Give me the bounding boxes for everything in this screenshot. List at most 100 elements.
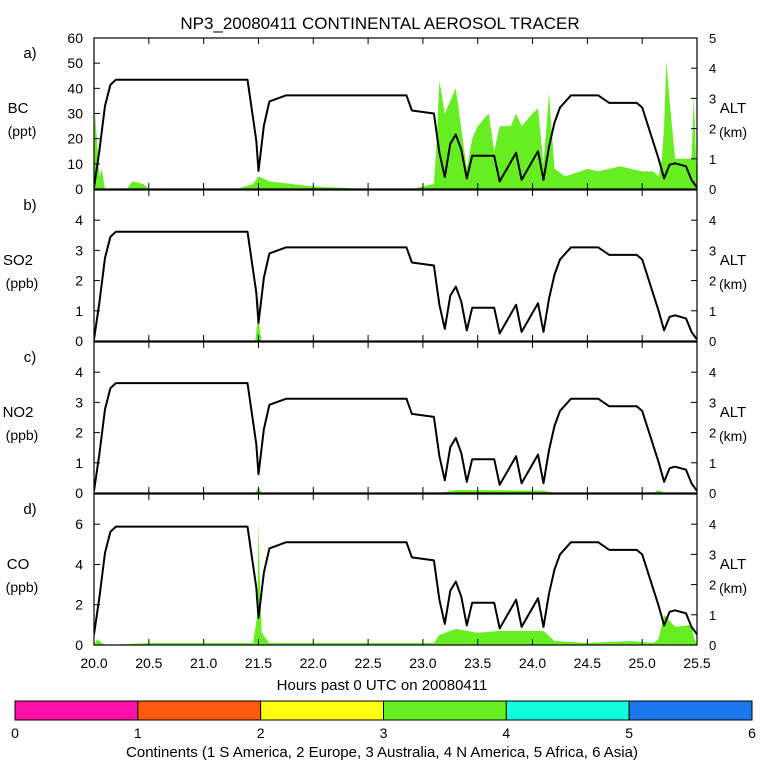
x-tick-label: 20.5 [135, 655, 162, 671]
colorbar-tick-label: 1 [134, 725, 142, 741]
panel-so2: 0 1 2 3 4 0 1 2 3 4 b) SO2 (ppb) ALT (km) [3, 189, 747, 349]
species-label: NO2 [3, 404, 34, 421]
left-tick-label: 2 [75, 597, 83, 613]
right-tick-label: 3 [709, 395, 716, 410]
altitude-line [94, 78, 697, 189]
colorbar-segment [260, 700, 384, 721]
x-tick-label: 25.0 [629, 655, 656, 671]
right-tick-label: 1 [709, 152, 716, 167]
x-axis: 20.0 20.5 21.0 21.5 22.0 22.5 23.0 23.5 24.0 24.5… [80, 655, 710, 671]
left-tick-label: 0 [75, 181, 83, 197]
altitude-label: ALT [720, 404, 746, 421]
left-tick-label: 2 [75, 425, 83, 441]
x-tick-label: 20.0 [80, 655, 107, 671]
left-tick-label: 4 [75, 556, 83, 572]
left-tick-label: 6 [75, 516, 83, 532]
right-tick-label: 1 [709, 304, 716, 319]
altitude-line [94, 382, 697, 492]
panel-letter: b) [23, 197, 36, 214]
colorbar-segment [628, 700, 753, 721]
altitude-unit-label: (km) [719, 276, 747, 292]
x-tick-label: 24.0 [519, 655, 546, 671]
x-tick-label: 21.5 [245, 655, 272, 671]
left-tick-label: 40 [67, 80, 83, 96]
x-tick-label: 23.5 [464, 655, 491, 671]
panel-frame [93, 189, 698, 342]
colorbar-label: Continents (1 S America, 2 Europe, 3 Aus… [126, 744, 638, 761]
right-tick-label: 4 [709, 517, 716, 532]
right-tick-label: 4 [709, 213, 716, 228]
x-tick-label: 21.0 [190, 655, 217, 671]
left-tick-label: 1 [75, 455, 83, 471]
panel-co: 0 2 4 6 0 1 2 3 4 d) CO (ppb) ALT (km) [6, 493, 747, 653]
right-tick-label: 0 [709, 486, 716, 501]
right-tick-label: 4 [709, 365, 716, 380]
left-tick-label: 4 [75, 212, 83, 228]
unit-label: (ppb) [6, 579, 39, 595]
x-axis-label: Hours past 0 UTC on 20080411 [277, 677, 488, 694]
x-tick-label: 24.5 [574, 655, 601, 671]
right-tick-label: 5 [709, 31, 716, 46]
colorbar-segment [505, 700, 630, 721]
left-tick-label: 1 [75, 303, 83, 319]
tracer-area [94, 487, 697, 493]
species-label: CO [7, 556, 30, 573]
tracer-area [94, 520, 697, 645]
colorbar-tick-label: 4 [502, 725, 510, 741]
left-tick-label: 20 [67, 131, 83, 147]
unit-label: (ppb) [6, 275, 39, 291]
x-tick-label: 22.0 [300, 655, 327, 671]
panel-frame [93, 341, 698, 494]
right-tick-label: 2 [709, 578, 716, 593]
right-tick-label: 1 [709, 456, 716, 471]
altitude-unit-label: (km) [719, 580, 747, 596]
left-tick-label: 10 [67, 156, 83, 172]
right-tick-label: 2 [709, 274, 716, 289]
chart-title: NP3_20080411 CONTINENTAL AEROSOL TRACER [180, 14, 579, 33]
panel-frame [93, 37, 698, 190]
left-tick-label: 4 [75, 364, 83, 380]
right-tick-label: 3 [709, 547, 716, 562]
left-tick-label: 2 [75, 273, 83, 289]
tracer-area [94, 295, 697, 341]
x-tick-label: 23.0 [409, 655, 436, 671]
left-tick-label: 0 [75, 485, 83, 501]
altitude-label: ALT [720, 100, 746, 117]
x-tick-label: 25.5 [683, 655, 710, 671]
left-tick-label: 0 [75, 333, 83, 349]
colorbar-tick-label: 6 [748, 725, 756, 741]
right-tick-label: 1 [709, 608, 716, 623]
panel-frame [93, 493, 698, 646]
colorbar-segment [14, 700, 139, 721]
species-label: BC [8, 100, 29, 117]
colorbar-tick-label: 3 [380, 725, 388, 741]
colorbar-segment [383, 700, 507, 721]
right-tick-label: 0 [709, 638, 716, 653]
right-tick-label: 0 [709, 182, 716, 197]
x-tick-label: 22.5 [354, 655, 381, 671]
altitude-unit-label: (km) [719, 124, 747, 140]
colorbar: 0 1 2 3 4 5 6 [11, 700, 756, 741]
left-tick-label: 3 [75, 394, 83, 410]
colorbar-tick-label: 2 [257, 725, 265, 741]
left-tick-label: 60 [67, 30, 83, 46]
right-tick-label: 2 [709, 426, 716, 441]
panel-no2: 0 1 2 3 4 0 1 2 3 4 c) NO2 (ppb) ALT (km) [3, 341, 747, 501]
left-tick-label: 0 [75, 637, 83, 653]
colorbar-tick-label: 5 [625, 725, 633, 741]
right-tick-label: 3 [709, 243, 716, 258]
right-tick-label: 4 [709, 61, 716, 76]
unit-label: (ppt) [8, 123, 37, 139]
altitude-line [94, 525, 697, 635]
altitude-label: ALT [720, 252, 746, 269]
altitude-line [94, 230, 697, 341]
panel-letter: d) [23, 501, 36, 518]
altitude-label: ALT [720, 556, 746, 573]
left-tick-label: 50 [67, 55, 83, 71]
right-tick-label: 3 [709, 91, 716, 106]
panels: 0102030405060012345a)BC(ppt)ALT(km)01234… [3, 30, 747, 653]
right-tick-label: 0 [709, 334, 716, 349]
unit-label: (ppb) [6, 427, 39, 443]
panel-bc: 0 10 20 30 40 50 60 0 1 2 3 4 5 a) BC (ppt) ALT (km) [8, 30, 747, 197]
